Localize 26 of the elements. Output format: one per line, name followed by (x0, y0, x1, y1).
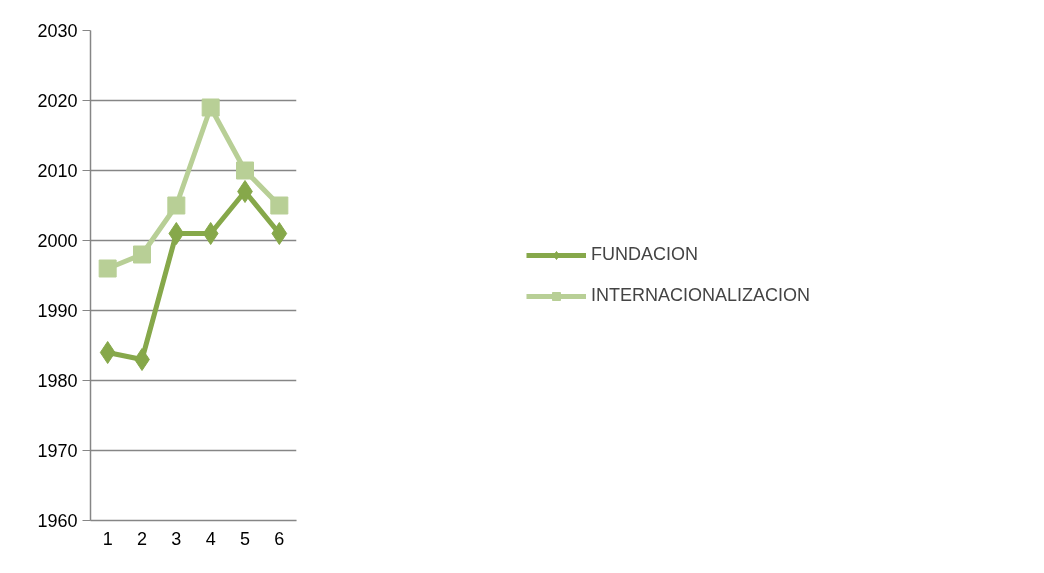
point (236, 161, 254, 180)
legend-label: INTERNACIONALIZACION (590, 285, 811, 306)
y-tick-label: 1970 (37, 441, 78, 461)
y-tick-label: 1980 (37, 371, 78, 391)
y-tick-label: 2000 (37, 231, 78, 251)
x-tick-label: 2 (136, 528, 148, 549)
point (99, 341, 116, 364)
y-tick-label: 1960 (37, 511, 78, 531)
y-tick-label: 2030 (37, 21, 78, 41)
point (270, 196, 289, 215)
point (133, 245, 151, 264)
x-tick-label: 1 (102, 528, 113, 549)
y-tick-label: 2010 (37, 161, 78, 181)
point (201, 98, 220, 117)
legend-label: FUNDACION (590, 244, 698, 265)
point (271, 222, 288, 245)
y-tick-label: 1990 (37, 301, 78, 321)
point (168, 222, 185, 245)
x-tick-label: 4 (205, 528, 216, 549)
x-tick-label: 5 (239, 528, 251, 549)
x-tick-label: 3 (171, 528, 182, 549)
point (202, 222, 219, 245)
point (98, 259, 117, 278)
x-tick-label: 6 (274, 528, 285, 549)
y-tick-label: 2020 (37, 91, 78, 111)
point (167, 196, 186, 215)
